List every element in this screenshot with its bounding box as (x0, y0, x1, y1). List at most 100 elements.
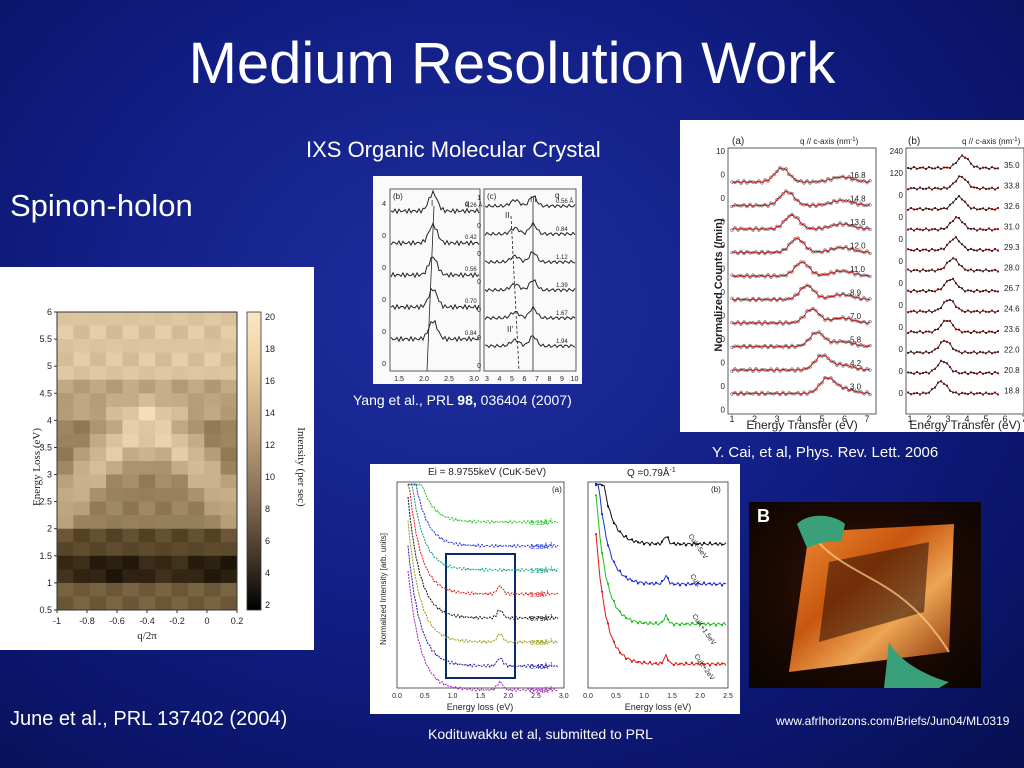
heatmap-cell (89, 312, 107, 327)
heatmap-cell (187, 501, 205, 516)
cai-y-tick-a: 0 (721, 241, 726, 250)
cai-fit-curve-b (907, 380, 999, 396)
cai-data-point (766, 346, 770, 350)
cai-data-point (835, 363, 839, 367)
yang-y-tick-c: 0 (477, 279, 481, 286)
kodi-q-label: 0.79Å-1 (530, 614, 553, 623)
heatmap-cell (155, 555, 173, 570)
heatmap-cell (106, 596, 123, 611)
cai-fit-curve-a (731, 190, 871, 208)
heatmap-cell (220, 379, 238, 394)
cai-data-point (733, 299, 737, 303)
cai-y-tick-a: 0 (721, 194, 726, 203)
heatmap-cell (187, 393, 205, 408)
heatmap-cell (220, 596, 238, 611)
cai-panel-b-frame (905, 147, 1024, 415)
cai-header-b: q // c-axis (nm-1) (962, 137, 1021, 146)
cai-data-point (736, 179, 740, 183)
heatmap-cell (106, 542, 123, 557)
heatmap-cell (106, 352, 123, 367)
cai-data-point (826, 356, 830, 360)
heatmap-cell (122, 366, 140, 381)
cai-data-point (754, 367, 758, 371)
yang-chart: (b) (c) I II III II' q q 0.26 Å0.420.560… (373, 176, 582, 384)
heatmap-cell (187, 542, 205, 557)
kodi-x-tick-b: 2.5 (723, 693, 733, 700)
heatmap-cell (122, 379, 140, 394)
cai-data-point (757, 369, 761, 373)
cai-data-point (835, 382, 839, 386)
kodi-x-tick-a: 1.5 (476, 693, 486, 700)
slide-title: Medium Resolution Work (188, 31, 836, 96)
kodi-x-tick-b: 0.5 (611, 693, 621, 700)
cai-data-point (748, 298, 752, 303)
cai-data-point (862, 227, 866, 232)
heatmap-cell (220, 515, 238, 530)
cai-header-a: q // c-axis (nm-1) (800, 137, 859, 146)
heatmap-cell (106, 325, 123, 340)
cai-data-point (736, 296, 740, 301)
yang-curve-b (390, 221, 480, 247)
heatmap-cell (57, 582, 74, 597)
yang-x-tick-b: 2.5 (444, 376, 454, 383)
cai-data-point (814, 228, 818, 232)
cai-data-point (814, 387, 818, 391)
cai-data-point (832, 198, 836, 203)
heatmap-cell (57, 447, 74, 462)
heatmap-cell (220, 312, 238, 327)
heatmap-cell (155, 352, 173, 367)
heatmap-x-tick-label: -0.8 (79, 616, 95, 626)
cai-fit-curve-a (731, 261, 871, 278)
cai-data-point (796, 198, 800, 203)
cai-data-point (850, 342, 854, 347)
heatmap-cell (204, 433, 222, 448)
heatmap-cell (73, 555, 91, 570)
yang-q-value-c: 1.67 (556, 311, 568, 317)
heatmap-cell (171, 461, 189, 476)
heatmap-cell (73, 379, 91, 394)
yang-q-value-b: 0.26 Å (465, 202, 482, 209)
cai-fit-curve-a (731, 213, 871, 231)
heatmap-cell (57, 569, 74, 584)
cai-data-point (811, 306, 815, 311)
heatmap-cell (57, 366, 74, 381)
heatmap-cell (138, 447, 156, 462)
heatmap-cell (171, 393, 189, 408)
heatmap-cell (89, 582, 107, 597)
cai-fit-curve-a (731, 331, 871, 349)
yang-citation-prefix: Yang et al., PRL (353, 392, 458, 408)
cai-data-point (817, 225, 821, 229)
cai-data-point (814, 290, 818, 294)
heatmap-cell (155, 433, 173, 448)
heatmap-x-tick-label: 0 (204, 616, 209, 626)
heatmap-cell (220, 488, 238, 503)
heatmap-cell (57, 352, 74, 367)
cai-data-point (730, 228, 734, 232)
heatmap-cell (73, 366, 91, 381)
cai-q-value-b: 24.6 (1004, 305, 1020, 314)
heatmap-y-tick-label: 5 (47, 361, 52, 371)
cai-data-point (868, 297, 872, 301)
cai-panel-a-label: (a) (732, 136, 744, 147)
cai-data-point (856, 226, 860, 230)
heatmap-cell (204, 501, 222, 516)
heatmap-cell (204, 542, 222, 557)
heatmap-y-label: Energy Loss (eV) (31, 428, 43, 506)
cai-fit-curve-a (731, 167, 871, 184)
cai-data-point (847, 248, 851, 252)
cai-data-point (865, 390, 869, 394)
cai-data-point (805, 264, 809, 268)
heatmap-cell (122, 433, 140, 448)
heatmap-cell (89, 501, 107, 516)
heatmap-cell (122, 393, 140, 408)
heatmap-cell (187, 555, 205, 570)
heatmap-cell (187, 366, 205, 381)
cai-data-point (778, 320, 782, 324)
cai-data-point (763, 392, 767, 397)
cai-data-point (835, 200, 839, 204)
cai-data-point (763, 202, 767, 207)
kodi-figure: Ei = 8.9755keV (CuK-5eV) Q =0.79Å-1 (a) … (370, 464, 740, 714)
heatmap-cell (155, 379, 173, 394)
cai-data-point (814, 359, 818, 363)
heatmap-cell (187, 312, 205, 327)
